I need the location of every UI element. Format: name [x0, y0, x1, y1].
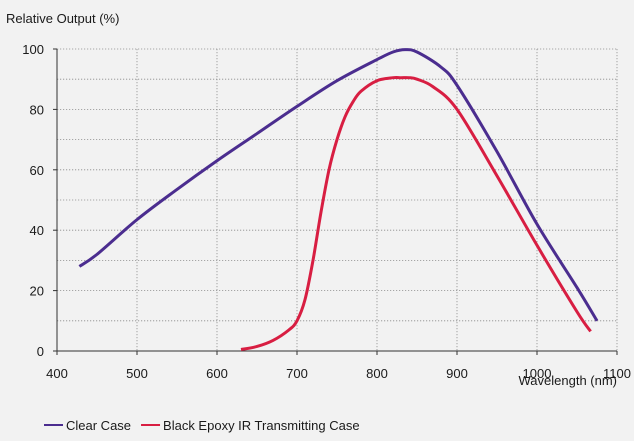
series-line-black-epoxy-ir-transmitting-case: [240, 75, 592, 351]
x-tick-label: 700: [286, 366, 308, 381]
y-tick-label: 40: [30, 223, 44, 238]
y-tick-label: 80: [30, 102, 44, 117]
y-axis-label: Relative Output (%): [6, 11, 119, 26]
axes: [56, 49, 617, 352]
x-tick-label: 500: [126, 366, 148, 381]
x-tick-label: 800: [366, 366, 388, 381]
x-tick-label: 1000: [523, 366, 552, 381]
legend-label-clear-case: Clear Case: [66, 418, 131, 433]
x-tick-label: 400: [46, 366, 68, 381]
y-tick-label: 60: [30, 163, 44, 178]
x-tick-label: 1100: [603, 366, 631, 381]
gridlines: [57, 48, 618, 351]
y-tick-label: 20: [30, 284, 44, 299]
tick-labels: 400 500 600 700 800 900 1000 1100 0 20 40 60 80 100: [22, 42, 631, 381]
x-tick-label: 600: [206, 366, 228, 381]
series-line-clear-case: [78, 48, 599, 322]
y-tick-label: 0: [37, 344, 44, 359]
series-lines: [78, 48, 599, 351]
y-tick-label: 100: [22, 42, 44, 57]
legend: Clear Case Black Epoxy IR Transmitting Ca…: [44, 418, 360, 433]
x-axis-label: Wavelength (nm): [519, 373, 618, 388]
x-tick-label: 900: [446, 366, 468, 381]
legend-label-black-epoxy-ir-transmitting-case: Black Epoxy IR Transmitting Case: [163, 418, 360, 433]
